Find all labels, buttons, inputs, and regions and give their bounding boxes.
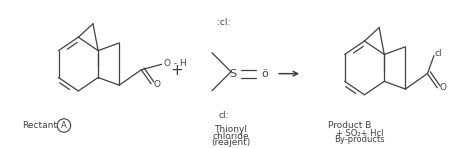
- Text: +: +: [171, 63, 183, 78]
- Text: O: O: [153, 80, 160, 89]
- Text: + SO₂+ Hcl: + SO₂+ Hcl: [336, 129, 383, 138]
- Text: cl: cl: [435, 49, 443, 58]
- Text: (reajent): (reajent): [212, 138, 250, 147]
- Text: S: S: [229, 69, 237, 79]
- Text: By-products: By-products: [334, 135, 385, 144]
- Text: O: O: [439, 83, 446, 92]
- Text: A: A: [61, 121, 67, 130]
- Text: O - H: O - H: [164, 59, 186, 68]
- Text: Thionyl: Thionyl: [214, 125, 248, 134]
- Text: chloride: chloride: [213, 132, 249, 141]
- Text: cl:: cl:: [218, 111, 229, 120]
- Text: Product B: Product B: [328, 121, 372, 130]
- Text: Rectant: Rectant: [22, 121, 57, 130]
- Text: ö: ö: [262, 69, 268, 79]
- Text: :cl:: :cl:: [217, 18, 230, 27]
